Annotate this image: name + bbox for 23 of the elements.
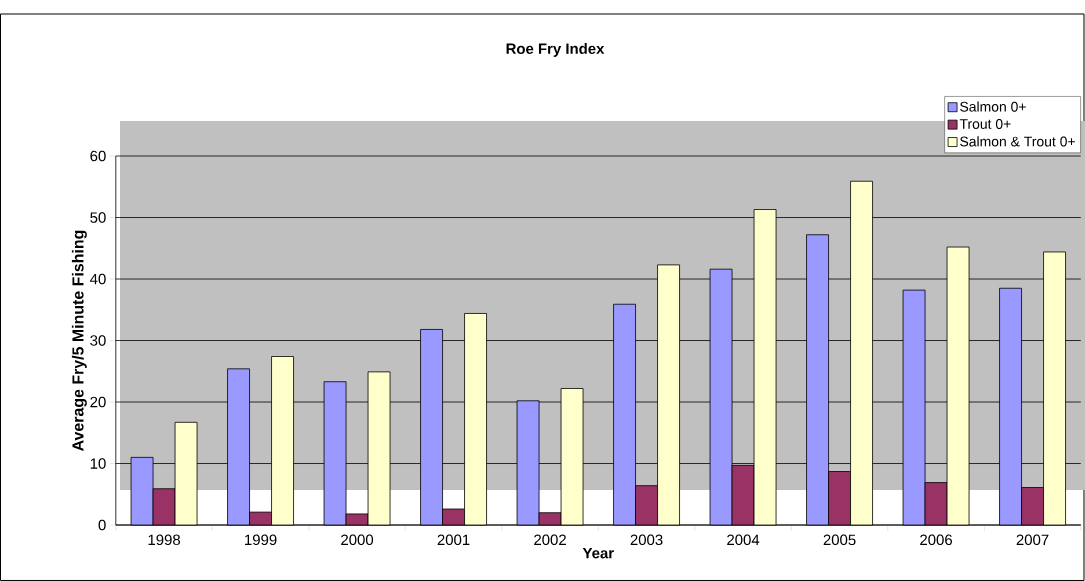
legend-label: Salmon & Trout 0+ — [960, 136, 1075, 147]
y-tick-label: 20 — [90, 396, 106, 408]
x-tick-label: 2001 — [437, 534, 470, 546]
x-tick-label: 2003 — [630, 534, 663, 546]
x-axis-title: Year — [582, 547, 614, 559]
x-tick-label: 2002 — [534, 534, 566, 546]
y-tick-label: 30 — [90, 335, 106, 346]
legend-label: Trout 0+ — [959, 119, 1011, 129]
y-tick-label: 60 — [90, 150, 106, 162]
y-tick-label: 50 — [90, 212, 106, 223]
y-tick-label: 10 — [90, 458, 106, 469]
chart-title: Roe Fry Index — [506, 43, 605, 57]
x-tick-label: 2007 — [1016, 534, 1049, 546]
x-tick-label: 1999 — [245, 534, 277, 546]
x-tick-label: 2000 — [341, 534, 374, 546]
x-tick-label: 2005 — [823, 534, 856, 546]
y-tick-label: 40 — [90, 273, 106, 285]
y-tick-label: 0 — [98, 519, 106, 531]
x-tick-label: 2006 — [920, 534, 953, 546]
x-tick-label: 1998 — [148, 534, 181, 546]
x-tick-label: 2004 — [727, 534, 760, 546]
legend-label: Salmon 0+ — [960, 101, 1026, 112]
y-axis-title: Average Fry/5 Minute Fishing — [71, 230, 87, 451]
